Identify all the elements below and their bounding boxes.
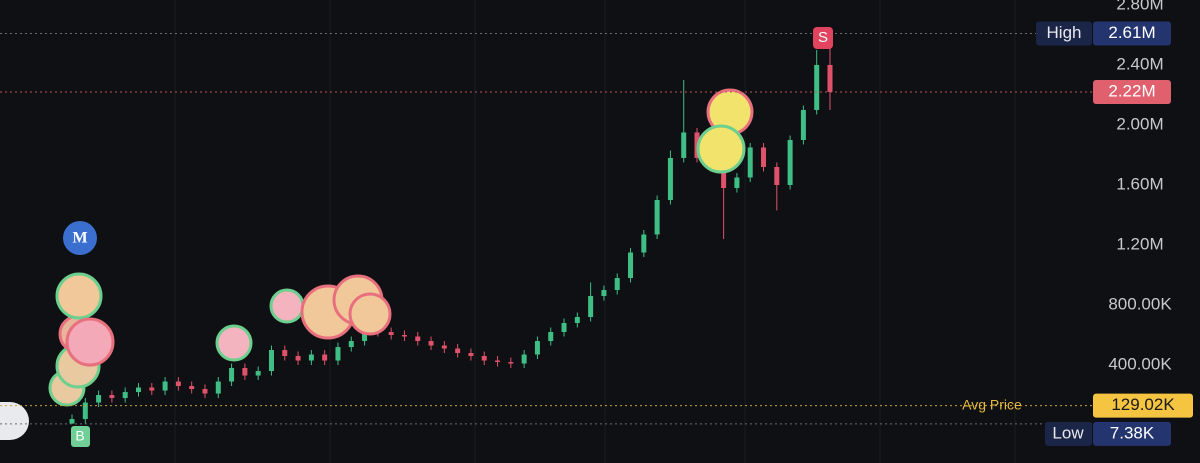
candle-body [574, 317, 580, 324]
candle-body [242, 368, 248, 376]
candle-body [774, 166, 780, 185]
candle-body [229, 368, 235, 382]
current-value: 2.22M [1108, 81, 1155, 100]
badge-bg [1036, 21, 1092, 46]
candle-body [827, 64, 833, 92]
avg-value: 129.02K [1111, 395, 1175, 414]
candle-body [601, 290, 607, 297]
avatar[interactable] [348, 292, 392, 336]
candle-body [495, 360, 501, 363]
candle-body [508, 362, 514, 364]
candle-body [109, 395, 115, 399]
candle-body [667, 157, 673, 200]
candle-body [588, 296, 594, 318]
candle-body [681, 132, 687, 158]
candle-body [282, 350, 288, 357]
candle-body [481, 356, 487, 361]
y-tick-label: 400.00K [1108, 355, 1172, 374]
candle-body [800, 109, 806, 140]
avg-name: Avg Price [962, 396, 1022, 412]
candle-body [787, 139, 793, 185]
avatar[interactable] [65, 317, 115, 367]
candle-body [295, 356, 301, 361]
badge-bg [1093, 393, 1193, 418]
badge-bg [1093, 79, 1171, 104]
marker-bg [813, 27, 833, 49]
logo[interactable] [0, 402, 29, 440]
y-tick-label: 800.00K [1108, 295, 1172, 314]
candle-body [814, 64, 820, 110]
candle-body [69, 419, 75, 424]
candle-body [202, 389, 208, 394]
candle-body [135, 387, 141, 393]
candle-body [322, 354, 328, 361]
candle-body [548, 332, 554, 342]
candle-body [122, 392, 128, 399]
avatar[interactable] [215, 324, 253, 362]
marker-text: B [75, 428, 84, 444]
candle-body [747, 147, 753, 178]
candle-body [761, 147, 767, 167]
candle-body [162, 381, 168, 391]
marker-bg [71, 426, 90, 447]
badge-bg [1045, 421, 1092, 446]
candle-body [721, 166, 727, 188]
marker-text: M [72, 230, 87, 247]
avatar[interactable] [269, 288, 305, 324]
candle-body [441, 345, 447, 349]
candle-body [561, 323, 567, 333]
candle-body [641, 234, 647, 253]
candle-body [468, 353, 474, 357]
candle-body [308, 354, 314, 361]
candle-body [189, 386, 195, 390]
candle-body [96, 395, 102, 403]
candle-body [455, 348, 461, 354]
high-value: 2.61M [1108, 23, 1155, 42]
candle-body [428, 341, 434, 346]
candle-body [401, 335, 407, 337]
candle-body [175, 381, 181, 387]
avatar[interactable] [55, 272, 103, 320]
avatar[interactable] [696, 124, 746, 174]
candle-body [335, 347, 341, 361]
candle-body [614, 278, 620, 291]
candle-body [415, 336, 421, 342]
y-tick-label: 2.40M [1116, 54, 1163, 73]
low-value: 7.38K [1110, 423, 1155, 442]
candle-body [268, 350, 274, 372]
badge-bg [1093, 21, 1171, 46]
candle-body [215, 381, 221, 394]
candle-body [82, 402, 88, 420]
trade-avatars [0, 88, 754, 440]
y-tick-label: 2.00M [1116, 114, 1163, 133]
candle-body [149, 387, 155, 391]
candle-body [734, 177, 740, 188]
y-tick-label: 1.60M [1116, 174, 1163, 193]
high-name: High [1047, 23, 1082, 42]
candle-body [521, 354, 527, 364]
candle-body [534, 341, 540, 355]
marker-bg [63, 221, 97, 255]
overlay: 400.00K 800.00K 1.20M 1.60M 2.00M 2.40M 2.80M H… [0, 0, 1193, 447]
decorations [174, 0, 1016, 463]
y-tick-label: 1.20M [1116, 234, 1163, 253]
candle-body [628, 252, 634, 279]
candle-body [348, 341, 354, 348]
candle-body [388, 332, 394, 336]
low-name: Low [1052, 423, 1084, 442]
candle-body [654, 199, 660, 235]
badge-bg [1093, 421, 1171, 446]
y-tick-label: 2.80M [1116, 0, 1163, 13]
candle-body [255, 371, 261, 376]
marker-text: S [818, 29, 828, 46]
